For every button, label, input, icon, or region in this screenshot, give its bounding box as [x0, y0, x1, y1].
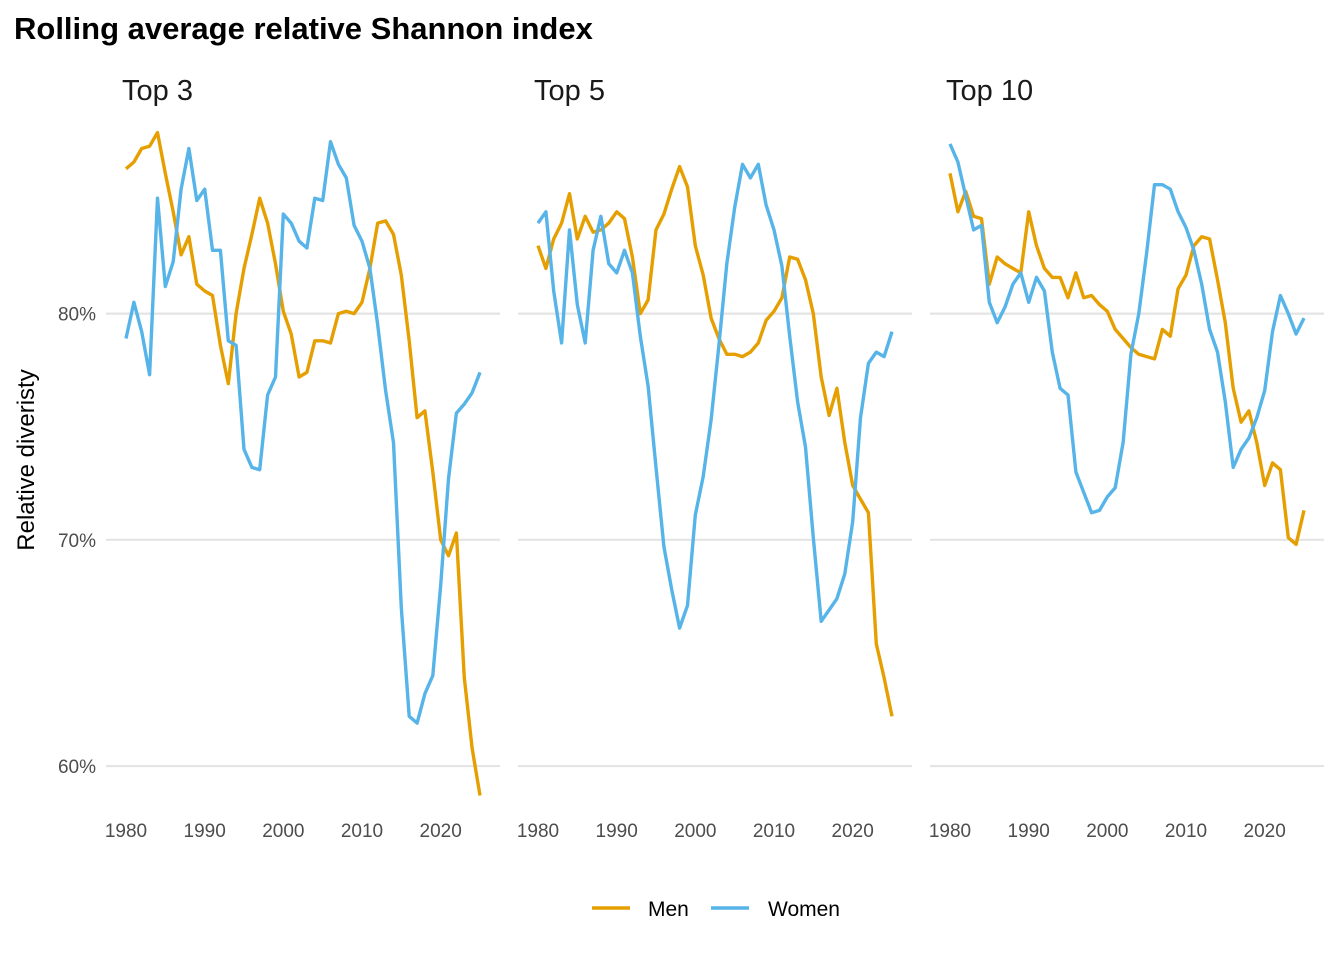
x-tick-label: 2000	[674, 821, 716, 842]
legend-label: Men	[648, 898, 689, 921]
x-tick-label: 1980	[105, 821, 147, 842]
facet-title: Top 10	[946, 75, 1033, 107]
x-tick-label: 2020	[832, 821, 874, 842]
series-line-men	[536, 164, 894, 717]
facet-panels: Top 3 60% 70% 80% 1980 1990 2000 2010 2020 Top 5 1…	[58, 75, 1324, 842]
x-tick-label: 2010	[753, 821, 795, 842]
x-tick-label: 2020	[1244, 821, 1286, 842]
x-tick-label: 2000	[262, 821, 304, 842]
x-tick-label: 1990	[596, 821, 638, 842]
series-line-men	[124, 130, 482, 796]
y-axis-label: Relative diveristy	[13, 369, 40, 550]
legend-item-women: Women	[711, 898, 840, 921]
chart-title: Rolling average relative Shannon index	[14, 11, 594, 46]
x-tick-label: 1980	[929, 821, 971, 842]
legend: Men Women	[592, 898, 840, 921]
x-tick-label: 2010	[1165, 821, 1207, 842]
facet-title: Top 3	[122, 75, 193, 107]
y-tick-label: 80%	[58, 305, 96, 326]
y-tick-label: 70%	[58, 531, 96, 552]
x-tick-label: 1990	[184, 821, 226, 842]
x-tick-label: 2010	[341, 821, 383, 842]
facet-title: Top 5	[534, 75, 605, 107]
x-tick-label: 1990	[1008, 821, 1050, 842]
series-line-men	[948, 172, 1306, 547]
x-tick-label: 1980	[517, 821, 559, 842]
series-line-women	[124, 139, 482, 725]
series-line-women	[948, 143, 1306, 515]
panel-3: Top 10 1980 1990 2000 2010 2020	[929, 75, 1324, 842]
legend-label: Women	[768, 898, 840, 921]
y-tick-label: 60%	[58, 757, 96, 778]
legend-item-men: Men	[592, 898, 689, 921]
series-line-women	[536, 162, 894, 630]
panel-2: Top 5 1980 1990 2000 2010 2020	[517, 75, 912, 842]
x-tick-label: 2020	[420, 821, 462, 842]
x-tick-label: 2000	[1086, 821, 1128, 842]
panel-1: Top 3 60% 70% 80% 1980 1990 2000 2010 2020	[58, 75, 500, 842]
